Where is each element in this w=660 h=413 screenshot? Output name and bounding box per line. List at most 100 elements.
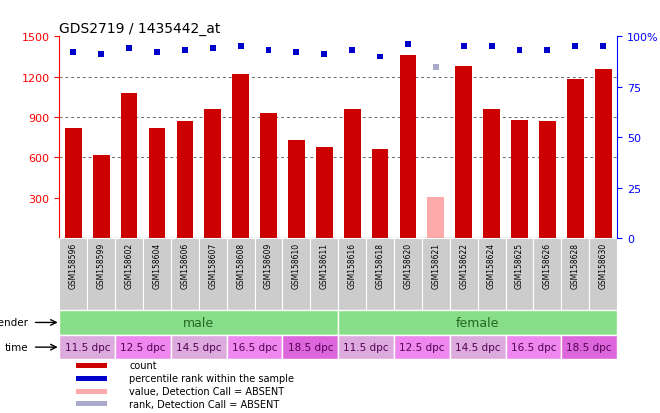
Bar [422, 239, 450, 310]
Bar [76, 401, 107, 406]
Bar [366, 239, 394, 310]
Text: female: female [456, 316, 500, 329]
Text: GSM158616: GSM158616 [348, 242, 356, 288]
Text: GSM158628: GSM158628 [571, 242, 579, 288]
Point [96, 52, 106, 59]
Bar [93, 155, 110, 239]
Point [263, 48, 274, 55]
Text: male: male [183, 316, 214, 329]
Bar [227, 239, 255, 310]
Bar [450, 239, 478, 310]
Text: GSM158609: GSM158609 [264, 242, 273, 288]
Bar [539, 122, 556, 239]
Bar [65, 128, 82, 239]
Point [291, 50, 302, 57]
Bar [483, 110, 500, 239]
Bar [115, 335, 171, 360]
Bar [255, 239, 282, 310]
Text: GSM158625: GSM158625 [515, 242, 524, 288]
Text: GSM158604: GSM158604 [152, 242, 162, 288]
Bar [282, 335, 338, 360]
Text: GSM158610: GSM158610 [292, 242, 301, 288]
Text: GDS2719 / 1435442_at: GDS2719 / 1435442_at [59, 22, 221, 36]
Text: GSM158626: GSM158626 [543, 242, 552, 288]
Point [124, 46, 135, 52]
Bar [227, 335, 282, 360]
Bar [232, 75, 249, 239]
Point [207, 46, 218, 52]
Bar [338, 310, 617, 335]
Text: GSM158621: GSM158621 [432, 242, 440, 288]
Text: GSM158602: GSM158602 [125, 242, 133, 288]
Bar [589, 239, 617, 310]
Bar [76, 376, 107, 381]
Bar [399, 56, 416, 239]
Text: GSM158630: GSM158630 [599, 242, 608, 288]
Bar [533, 239, 561, 310]
Text: GSM158607: GSM158607 [209, 242, 217, 288]
Bar [511, 121, 528, 239]
Bar [316, 147, 333, 239]
Text: GSM158624: GSM158624 [487, 242, 496, 288]
Bar [567, 80, 583, 239]
Bar [76, 363, 107, 368]
Bar [506, 335, 561, 360]
Point [570, 44, 581, 50]
Point [403, 42, 413, 49]
Point [598, 44, 609, 50]
Bar [205, 110, 221, 239]
Text: GSM158606: GSM158606 [180, 242, 189, 288]
Text: 14.5 dpc: 14.5 dpc [176, 342, 222, 352]
Text: GSM158618: GSM158618 [376, 242, 385, 288]
Text: time: time [5, 342, 29, 352]
Point [347, 48, 358, 55]
Text: GSM158622: GSM158622 [459, 242, 468, 288]
Text: 16.5 dpc: 16.5 dpc [232, 342, 277, 352]
Point [486, 44, 497, 50]
Point [430, 64, 441, 71]
Point [236, 44, 246, 50]
Text: rank, Detection Call = ABSENT: rank, Detection Call = ABSENT [129, 399, 279, 409]
Bar [506, 239, 533, 310]
Bar [428, 197, 444, 239]
Text: count: count [129, 361, 156, 370]
Point [459, 44, 469, 50]
Bar [59, 310, 338, 335]
Bar [344, 110, 360, 239]
Bar [478, 239, 506, 310]
Bar [59, 335, 116, 360]
Text: 18.5 dpc: 18.5 dpc [288, 342, 333, 352]
Text: 16.5 dpc: 16.5 dpc [511, 342, 556, 352]
Bar [76, 389, 107, 394]
Bar [148, 128, 166, 239]
Bar [561, 335, 617, 360]
Text: GSM158599: GSM158599 [97, 242, 106, 288]
Text: 11.5 dpc: 11.5 dpc [65, 342, 110, 352]
Point [514, 48, 525, 55]
Bar [450, 335, 506, 360]
Text: 12.5 dpc: 12.5 dpc [120, 342, 166, 352]
Bar [394, 335, 450, 360]
Text: 11.5 dpc: 11.5 dpc [343, 342, 389, 352]
Bar [171, 335, 227, 360]
Bar [115, 239, 143, 310]
Text: 14.5 dpc: 14.5 dpc [455, 342, 500, 352]
Bar [143, 239, 171, 310]
Text: percentile rank within the sample: percentile rank within the sample [129, 373, 294, 383]
Text: GSM158608: GSM158608 [236, 242, 245, 288]
Bar [288, 140, 305, 239]
Point [542, 48, 552, 55]
Bar [199, 239, 227, 310]
Text: GSM158620: GSM158620 [403, 242, 412, 288]
Point [180, 48, 190, 55]
Point [152, 50, 162, 57]
Bar [121, 94, 137, 239]
Bar [455, 67, 472, 239]
Text: GSM158611: GSM158611 [320, 242, 329, 288]
Text: GSM158596: GSM158596 [69, 242, 78, 288]
Bar [171, 239, 199, 310]
Bar [176, 122, 193, 239]
Bar [338, 239, 366, 310]
Bar [59, 239, 87, 310]
Bar [561, 239, 589, 310]
